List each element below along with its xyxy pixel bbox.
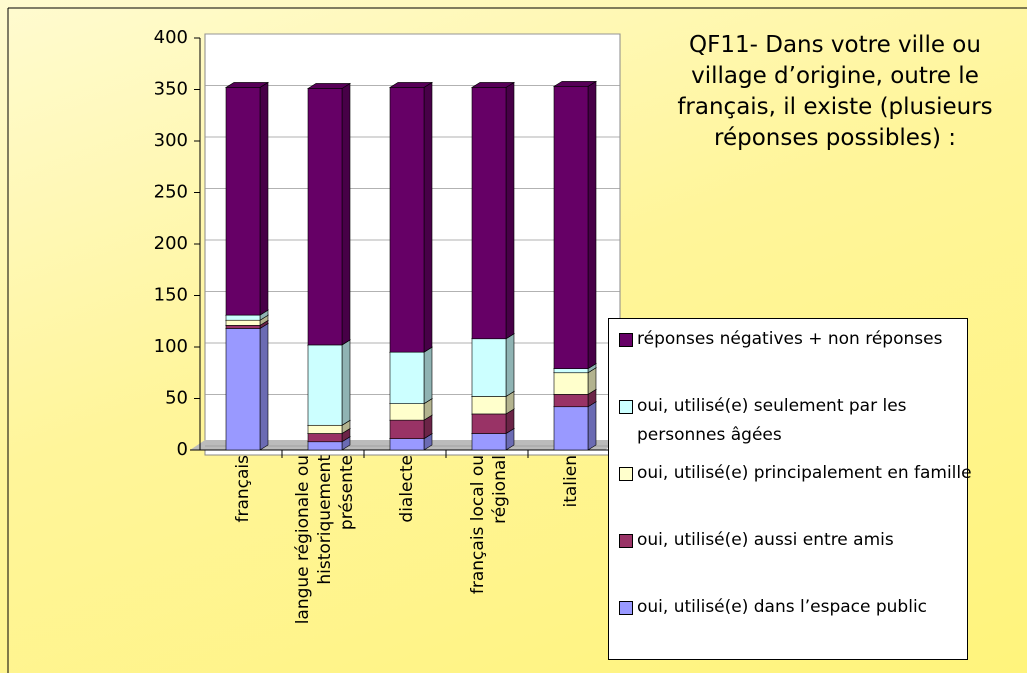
bar-side [505, 333, 515, 397]
bar-side [505, 81, 515, 340]
legend-entry: réponses négatives + non réponses [619, 325, 977, 354]
bar-segment [307, 88, 343, 346]
x-tick-label: italien [561, 455, 581, 508]
bar-side [587, 401, 597, 451]
legend: réponses négatives + non réponses oui, ut… [608, 318, 972, 660]
bar-segment [389, 351, 425, 404]
bar-segment [307, 441, 343, 451]
bar-segment [471, 413, 507, 434]
y-tick-label: 50 [165, 388, 188, 409]
bar-side [341, 82, 351, 346]
bar-segment [225, 319, 261, 326]
bar-side [259, 81, 269, 316]
legend-label: oui, utilisé(e) dans l’espace public [637, 597, 928, 617]
legend-swatch [619, 333, 633, 347]
bar-segment [389, 87, 425, 353]
bar-segment [225, 325, 261, 329]
legend-swatch [619, 400, 633, 414]
bar-segment [307, 344, 343, 426]
bar-segment [225, 87, 261, 316]
legend-entry: oui, utilisé(e) seulement par les person… [619, 392, 977, 450]
chart-title: QF11- Dans votre ville ou village d’orig… [677, 32, 993, 151]
y-tick-label: 350 [154, 79, 188, 100]
x-tick-label: français local ou régional [468, 455, 510, 595]
bar-top [552, 81, 598, 87]
x-tick-label: langue régionale ou historiquement prése… [293, 455, 357, 625]
legend-label: oui, utilisé(e) principalement en famill… [637, 463, 972, 483]
y-tick-label: 0 [177, 439, 188, 460]
bar-top [306, 83, 352, 89]
bar-segment [553, 86, 589, 369]
bar-top [388, 82, 434, 88]
legend-swatch [619, 534, 633, 548]
legend-swatch [619, 601, 633, 615]
bar-segment [471, 396, 507, 415]
bar-segment [471, 433, 507, 451]
y-tick-label: 200 [154, 233, 188, 254]
legend-label: oui, utilisé(e) seulement par les person… [637, 396, 907, 445]
bar-segment [553, 368, 589, 374]
bar-side [259, 322, 269, 451]
bar-segment [553, 372, 589, 395]
bar-segment [389, 419, 425, 439]
bar-segment [553, 394, 589, 408]
bar-segment [307, 433, 343, 443]
y-tick-label: 400 [154, 27, 188, 48]
legend-label: oui, utilisé(e) aussi entre amis [637, 530, 894, 550]
bar-side [423, 346, 433, 405]
y-tick-label: 100 [154, 336, 188, 357]
bar-side [341, 339, 351, 426]
legend-entry: oui, utilisé(e) principalement en famill… [619, 459, 977, 488]
bar-segment [389, 403, 425, 421]
y-tick-label: 250 [154, 182, 188, 203]
x-tick-label: français [233, 455, 253, 523]
legend-entry: oui, utilisé(e) dans l’espace public [619, 593, 977, 622]
y-tick-label: 150 [154, 285, 188, 306]
bar-segment [389, 438, 425, 451]
bar-segment [225, 314, 261, 321]
bar-top [224, 82, 270, 88]
bar-top [470, 82, 516, 88]
bar-side [587, 80, 597, 370]
bar-segment [471, 338, 507, 397]
legend-label: réponses négatives + non réponses [637, 329, 943, 349]
legend-entry: oui, utilisé(e) aussi entre amis [619, 526, 977, 555]
bar-segment [225, 328, 261, 451]
y-tick-label: 300 [154, 130, 188, 151]
bar-segment [553, 406, 589, 451]
bar-side [423, 81, 433, 353]
bar-segment [471, 87, 507, 340]
bar-segment [307, 424, 343, 434]
x-tick-label: dialecte [397, 455, 417, 523]
legend-swatch [619, 467, 633, 481]
